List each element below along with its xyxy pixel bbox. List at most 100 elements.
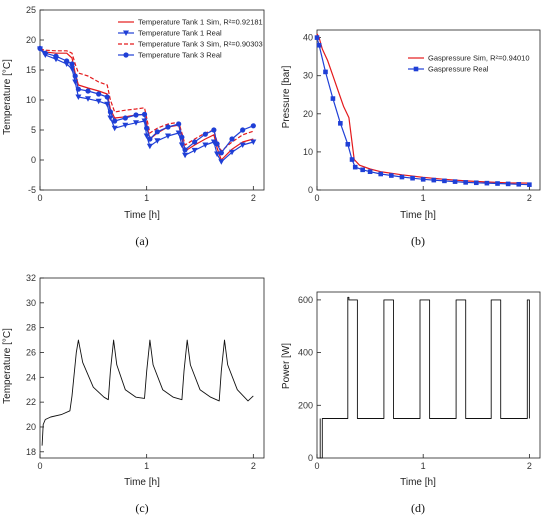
panel-a-legend-marker xyxy=(123,30,129,36)
panel-b-xtick-label: 1 xyxy=(421,193,426,203)
panel-c-xlabel: Time [h] xyxy=(124,477,160,488)
panel-a-series-3-point xyxy=(85,88,91,94)
panel-b-series-1-point xyxy=(349,157,355,162)
panel-a-series-3-point xyxy=(211,127,217,133)
panel-a-series-1-point xyxy=(95,98,102,105)
panel-b-series-1-point xyxy=(410,175,415,181)
panel-a-xtick-label: 0 xyxy=(37,193,42,203)
panel-a-series-3-point xyxy=(165,124,171,130)
panel-a-legend-marker xyxy=(123,52,129,58)
panel-b-series-1-point xyxy=(352,164,358,170)
panel-b-legend-marker xyxy=(413,66,419,72)
panel-c-ytick-label: 20 xyxy=(26,422,36,432)
panel-a-ylabel: Temperature [°C] xyxy=(2,59,13,135)
panel-a-series-3-point xyxy=(64,58,70,64)
panel-a-series-1-point xyxy=(182,152,189,159)
panel-a-legend-label: Temperature Tank 3 Sim, R²=0.90303 xyxy=(138,40,263,49)
panel-c-xtick-label: 2 xyxy=(251,461,256,471)
panel-a-series-3-point xyxy=(176,121,182,127)
panel-d-xtick-label: 2 xyxy=(527,461,532,471)
panel-d: 0 1 2 0 200 400 600 Time [h] Power [W] (d) xyxy=(281,291,541,515)
panel-b-ytick-label: 0 xyxy=(308,185,313,195)
panel-a-series-3-point xyxy=(96,91,102,97)
panel-b-series-1-point xyxy=(484,180,490,186)
panel-a-legend-label: Temperature Tank 1 Sim, R²=0.92181 xyxy=(138,18,263,27)
panel-a-series-3-point xyxy=(141,111,148,117)
panel-c-ytick-label: 32 xyxy=(26,273,36,283)
panel-a-series-3-point xyxy=(69,61,75,67)
panel-a-series-1-point xyxy=(218,159,225,165)
panel-c-ytick-label: 22 xyxy=(26,397,36,407)
panel-b-legend-label: Gaspressure Sim, R²=0.94010 xyxy=(428,54,530,63)
panel-b-series-1-point xyxy=(389,173,394,178)
panel-a-series-1-point xyxy=(250,139,257,145)
panel-b-frame xyxy=(316,29,541,191)
panel-a-series-1-point xyxy=(146,143,153,150)
panel-c-ytick-label: 30 xyxy=(26,298,36,308)
panel-b-xlabel: Time [h] xyxy=(400,210,436,221)
panel-a-series-3-point xyxy=(133,112,139,118)
panel-b-series-1-point xyxy=(527,182,532,187)
panel-a-series-3-point xyxy=(104,94,110,100)
panel-b-series-1-point xyxy=(420,177,426,182)
panel-c-series-0-line xyxy=(41,339,254,446)
panel-a-series-1-point xyxy=(141,118,148,124)
panel-a-series-1-point xyxy=(85,96,91,102)
panel-a-series-3-point xyxy=(112,118,118,124)
panel-a-series-3-point xyxy=(144,125,150,131)
panel-d-ytick-label: 400 xyxy=(298,348,313,358)
panel-a-series-3-point xyxy=(147,136,153,142)
panel-a-ytick-label: 25 xyxy=(26,5,36,15)
panel-a-series-3-point xyxy=(218,150,224,156)
panel-a-series-3-point xyxy=(229,136,235,142)
panel-a-series-1-point xyxy=(133,120,139,126)
panel-c-ytick-label: 24 xyxy=(26,372,36,382)
panel-a-series-3-point xyxy=(192,139,198,145)
panel-b-xtick-label: 0 xyxy=(314,193,319,203)
panel-c-frame xyxy=(39,277,265,459)
panel-d-xtick-label: 1 xyxy=(421,461,426,471)
panel-a-xtick-label: 2 xyxy=(251,193,256,203)
panel-a-series-3-point xyxy=(122,115,128,121)
panel-a-series-3-point xyxy=(75,86,81,92)
panel-a-xlabel: Time [h] xyxy=(124,210,160,221)
panel-d-ytick-label: 600 xyxy=(298,295,313,305)
panel-a-series-3-point xyxy=(250,123,256,129)
panel-d-frame xyxy=(316,291,541,459)
panel-a-legend-label: Temperature Tank 1 Real xyxy=(138,29,222,38)
panel-c-ytick-label: 26 xyxy=(26,347,36,357)
panel-d-ytick-label: 200 xyxy=(298,400,313,410)
panel-a-series-3-point xyxy=(53,53,59,59)
panel-b-series-1-point xyxy=(442,178,447,184)
panel-b-series-1-point xyxy=(516,181,522,187)
panel-c-ytick-label: 28 xyxy=(26,323,36,333)
panel-a-ytick-label: -5 xyxy=(28,185,36,195)
panel-d-ylabel: Power [W] xyxy=(281,343,292,389)
panel-a-series-1-point xyxy=(210,139,217,145)
panel-a-series-3-point xyxy=(179,134,185,140)
panel-b-series-1-point xyxy=(431,177,437,183)
panel-a-series-3-point xyxy=(37,45,43,52)
panel-a-ytick-label: 5 xyxy=(31,125,36,135)
panel-a-series-3-point xyxy=(154,129,160,135)
panel-c-ylabel: Temperature [°C] xyxy=(2,328,13,404)
panel-b-series-1-point xyxy=(505,181,511,187)
panel-d-caption: (d) xyxy=(411,501,425,515)
panel-b-series-1-point xyxy=(316,42,322,48)
panel-a-series-1-point xyxy=(111,125,118,132)
panel-c-xtick-label: 0 xyxy=(37,461,42,471)
panel-b-series-1-point xyxy=(360,167,365,173)
panel-c-caption: (c) xyxy=(135,501,148,515)
panel-a-ytick-label: 10 xyxy=(26,95,36,105)
panel-b-ytick-label: 20 xyxy=(303,109,313,119)
panel-d-xlabel: Time [h] xyxy=(400,477,436,488)
panel-a-series-1-point xyxy=(214,151,221,157)
panel-b-legend-label: Gaspressure Real xyxy=(428,65,489,74)
panel-b-series-1-point xyxy=(399,174,405,180)
panel-a-series-1-point xyxy=(154,138,161,144)
panel-a-series-3-point xyxy=(240,127,246,133)
panel-a-series-1-point xyxy=(229,149,235,156)
